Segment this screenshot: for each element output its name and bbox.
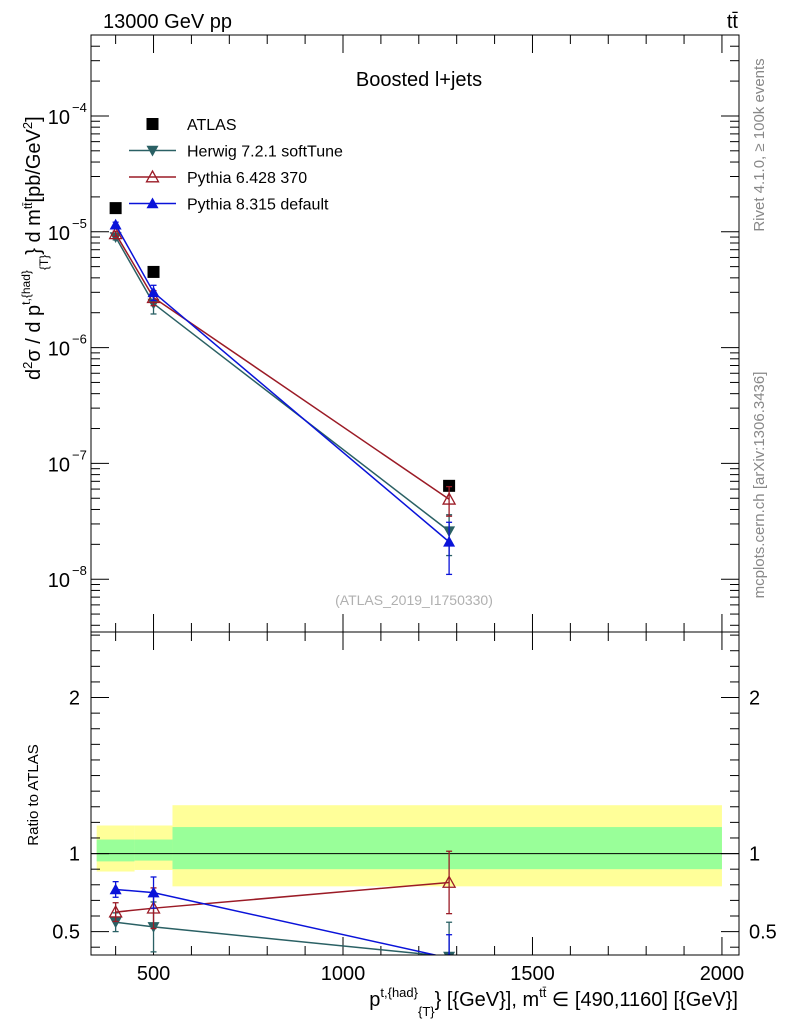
legend: ATLAS Herwig 7.2.1 softTune Pythia 6.428 3… bbox=[129, 117, 343, 214]
series-line bbox=[114, 236, 450, 532]
ratio-frame bbox=[90, 631, 740, 956]
uncertainty-band-green bbox=[134, 839, 173, 861]
x-tick-label: 1000 bbox=[321, 963, 366, 985]
data-point bbox=[109, 202, 122, 215]
data-point bbox=[442, 491, 457, 505]
series-line bbox=[114, 233, 450, 500]
header-left: 13000 GeV pp bbox=[103, 11, 232, 33]
series-herwig-7-2-1-softtune bbox=[109, 232, 456, 557]
uncertainty-band-green bbox=[172, 827, 722, 870]
uncertainty-band-green bbox=[96, 839, 135, 862]
data-point bbox=[109, 218, 122, 230]
rivet-label: Rivet 4.1.0, ≥ 100k events bbox=[751, 58, 768, 231]
legend-marker bbox=[146, 145, 159, 157]
data-point bbox=[147, 286, 160, 298]
header-right: tt̄ bbox=[727, 11, 739, 33]
y-tick-exponent: −8 bbox=[72, 563, 87, 578]
ratio-y-tick-label: 2 bbox=[69, 688, 80, 710]
ratio-series-pythia-8-315-default bbox=[109, 876, 453, 955]
y-tick-exponent: −7 bbox=[72, 447, 87, 462]
ratio-panel: 0.5 0.5 1 1 2 2 500 1000 1500 2000 bbox=[52, 631, 777, 985]
legend-label: Pythia 6.428 370 bbox=[187, 170, 307, 187]
legend-marker bbox=[146, 118, 159, 130]
analysis-watermark: (ATLAS_2019_I1750330) bbox=[335, 592, 493, 608]
main-title: Boosted l+jets bbox=[356, 69, 482, 91]
ratio-data-point bbox=[147, 886, 160, 898]
data-point bbox=[108, 226, 123, 240]
series-line bbox=[114, 224, 450, 543]
legend-label: ATLAS bbox=[187, 117, 237, 134]
y-tick-label: 10 bbox=[48, 570, 70, 592]
ratio-y-tick-label-right: 2 bbox=[749, 688, 760, 710]
x-axis-label: pt,{had}{T}} [{GeV}], mtt̄ ∈ [490,1160] … bbox=[369, 985, 738, 1019]
data-point bbox=[109, 232, 122, 244]
main-ylabel: d2σ / d pt,{had}{T}} d mtt̄[pb/GeV2] bbox=[19, 116, 51, 380]
legend-marker bbox=[145, 169, 160, 183]
ratio-data-point bbox=[108, 904, 123, 918]
y-tick-label: 10 bbox=[48, 107, 70, 129]
legend-entry: Pythia 8.315 default bbox=[129, 197, 329, 214]
legend-label: Pythia 8.315 default bbox=[187, 197, 329, 214]
main-panel: Boosted l+jets (ATLAS_2019_I1750330) ATL… bbox=[48, 34, 740, 633]
mcplots-label: mcplots.cern.ch [arXiv:1306.3436] bbox=[751, 372, 768, 599]
data-point bbox=[443, 535, 456, 547]
ratio-data-point bbox=[109, 917, 122, 929]
legend-entry: Pythia 6.428 370 bbox=[129, 169, 307, 187]
legend-entry: Herwig 7.2.1 softTune bbox=[129, 144, 343, 161]
ratio-data-point bbox=[442, 875, 457, 888]
ratio-series-line bbox=[115, 921, 442, 955]
data-point bbox=[443, 479, 456, 492]
ratio-y-tick-label: 1 bbox=[69, 844, 80, 866]
svg-text:d2σ / d pt,{had}{T}} d mtt̄[p: d2σ / d pt,{had}{T}} d mtt̄[pb/GeV2] bbox=[19, 116, 51, 380]
y-tick-exponent: −4 bbox=[72, 100, 87, 115]
y-tick-label: 10 bbox=[48, 454, 70, 476]
ratio-series-line bbox=[115, 888, 439, 955]
legend-entry: ATLAS bbox=[146, 117, 237, 134]
ratio-y-tick-label-right: 1 bbox=[749, 844, 760, 866]
y-tick-exponent: −5 bbox=[72, 216, 87, 231]
series-pythia-6-428-370 bbox=[108, 226, 457, 517]
y-tick-label: 10 bbox=[48, 223, 70, 245]
x-tick-label: 500 bbox=[137, 963, 170, 985]
x-tick-label: 1500 bbox=[510, 963, 555, 985]
ratio-y-tick-label: 0.5 bbox=[52, 922, 80, 944]
legend-label: Herwig 7.2.1 softTune bbox=[187, 144, 343, 161]
y-tick-exponent: −6 bbox=[72, 332, 87, 347]
ratio-series-line bbox=[115, 881, 450, 913]
data-point bbox=[147, 265, 160, 278]
series-pythia-8-315-default bbox=[109, 218, 456, 576]
ratio-data-point bbox=[447, 952, 451, 955]
ratio-data-point bbox=[109, 883, 122, 895]
legend-marker bbox=[146, 197, 159, 209]
ratio-y-tick-label-right: 0.5 bbox=[749, 922, 777, 944]
ratio-ylabel: Ratio to ATLAS bbox=[25, 744, 42, 845]
y-tick-label: 10 bbox=[48, 339, 70, 361]
series-atlas bbox=[109, 202, 456, 492]
x-tick-label: 2000 bbox=[700, 963, 745, 985]
